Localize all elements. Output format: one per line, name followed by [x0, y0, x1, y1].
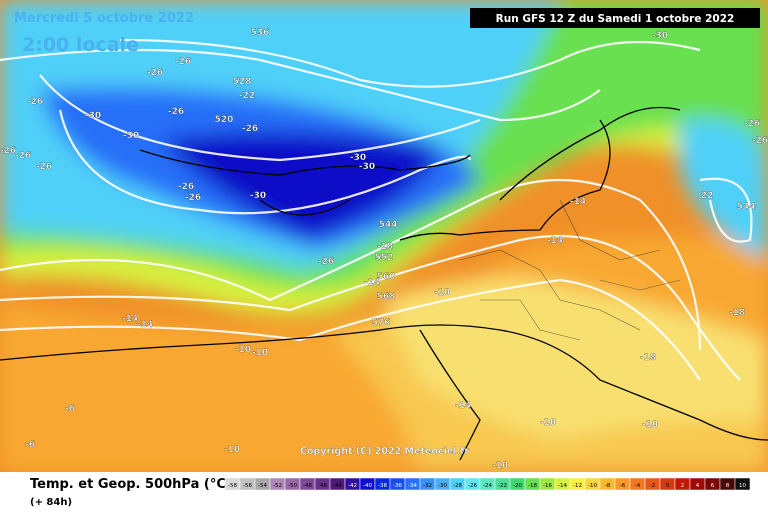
scale-label: -32: [423, 483, 432, 489]
scale-label: -10: [588, 483, 597, 489]
map-label: -10: [235, 345, 251, 355]
scale-label: 4: [696, 483, 700, 489]
scale-label: -38: [378, 483, 387, 489]
map-label: -18: [377, 242, 393, 252]
scale-label: -56: [243, 483, 252, 489]
scale-label: -26: [468, 483, 477, 489]
map-label: -14: [547, 236, 563, 246]
scale-label: -20: [513, 483, 522, 489]
scale-label: -18: [528, 483, 537, 489]
scale-label: -48: [303, 483, 312, 489]
map-label: -10: [252, 348, 268, 358]
scale-label: -34: [408, 483, 417, 489]
map-label: -14: [122, 314, 138, 324]
map-label: -10: [224, 445, 240, 455]
isohypses: [0, 38, 753, 381]
scale-label: -2: [650, 483, 655, 489]
map-label: -30: [359, 162, 375, 172]
map-label: -26: [0, 146, 16, 156]
local-time: 2:00 locale: [22, 34, 139, 56]
scale-label: 8: [726, 483, 730, 489]
map-label: -26: [185, 193, 201, 203]
coastlines: [0, 106, 768, 461]
scale-label: 0: [666, 483, 670, 489]
scale-label: -50: [288, 483, 297, 489]
map-label: -26: [178, 182, 194, 192]
scale-label: -6: [620, 483, 626, 489]
map-label: -22: [239, 91, 255, 101]
scale-label: -14: [558, 483, 567, 489]
scale-label: -42: [348, 483, 357, 489]
footer-title: Temp. et Geop. 500hPa (°C): [30, 477, 232, 492]
map-label: -26: [318, 257, 334, 267]
scale-label: -16: [543, 483, 552, 489]
map-label: -18: [729, 308, 745, 318]
map-label: -18: [640, 353, 656, 363]
scale-swatch: [734, 477, 751, 491]
map-label: -30: [123, 131, 139, 141]
map-label: -14: [570, 197, 586, 207]
map-label: -14: [364, 278, 380, 288]
map-label: 544: [379, 220, 398, 230]
map-label: 22: [701, 191, 714, 201]
map-label: -26: [752, 136, 768, 146]
map-label: -10: [540, 418, 556, 428]
map-label: -10: [492, 461, 508, 471]
map-label: -6: [25, 440, 35, 450]
scale-label: -8: [605, 483, 611, 489]
scale-label: -46: [318, 483, 327, 489]
scale-label: -24: [483, 483, 492, 489]
color-scale: -58 -56 -54 -52 -50 -48 -46 -44 -42 -40 -38 -36 -34-…: [224, 477, 751, 491]
map-label: -10: [642, 420, 658, 430]
scale-label: -58: [228, 483, 237, 489]
scale-label: 6: [711, 483, 715, 489]
map-label: -14: [137, 320, 153, 330]
map-label: 528: [233, 77, 252, 87]
map-label: 552: [375, 253, 394, 263]
map-label: -10: [434, 288, 450, 298]
map-label: -26: [27, 97, 43, 107]
map-field: [0, 0, 768, 472]
map-labels: -30536-26-26528-22-26-26520-26-30-30-26-…: [0, 28, 768, 471]
map-label: -30: [350, 153, 366, 163]
map-label: -26: [242, 124, 258, 134]
scale-label: -4: [635, 483, 641, 489]
scale-label: -28: [453, 483, 462, 489]
scale-label: -52: [273, 483, 282, 489]
scale-label: -36: [393, 483, 402, 489]
scale-label: -54: [258, 483, 267, 489]
scale-label: -22: [498, 483, 507, 489]
run-info: Run GFS 12 Z du Samedi 1 octobre 2022: [496, 13, 735, 25]
borders: [459, 199, 681, 341]
valid-date: Mercredi 5 octobre 2022: [14, 11, 194, 26]
map-label: -26: [15, 151, 31, 161]
map-label: 520: [215, 115, 234, 125]
scale-label: -12: [573, 483, 582, 489]
scale-label: 2: [681, 483, 685, 489]
map-label: -26: [744, 119, 760, 129]
map-label: -26: [168, 107, 184, 117]
map-label: -26: [147, 68, 163, 78]
map-label: -6: [65, 404, 75, 414]
map-label: -26: [36, 162, 52, 172]
scale-label: -40: [363, 483, 372, 489]
map-label: 536: [251, 28, 270, 38]
map-label: -26: [175, 57, 191, 67]
map-label: 576: [372, 318, 391, 328]
copyright: Copyright (C) 2022 Meteociel.fr: [300, 446, 469, 457]
scale-label: -30: [438, 483, 447, 489]
map-label: -30: [652, 31, 668, 41]
map-label: -14: [455, 401, 471, 411]
scale-label: -44: [333, 483, 342, 489]
map-label: -30: [250, 191, 266, 201]
run-box: [470, 8, 760, 28]
map-label: -30: [85, 111, 101, 121]
map-label: 560: [377, 272, 396, 282]
map-label: 544: [737, 202, 756, 212]
map-label: 568: [377, 292, 396, 302]
lead-time: (+ 84h): [30, 497, 72, 508]
scale-label: 10: [739, 483, 746, 489]
